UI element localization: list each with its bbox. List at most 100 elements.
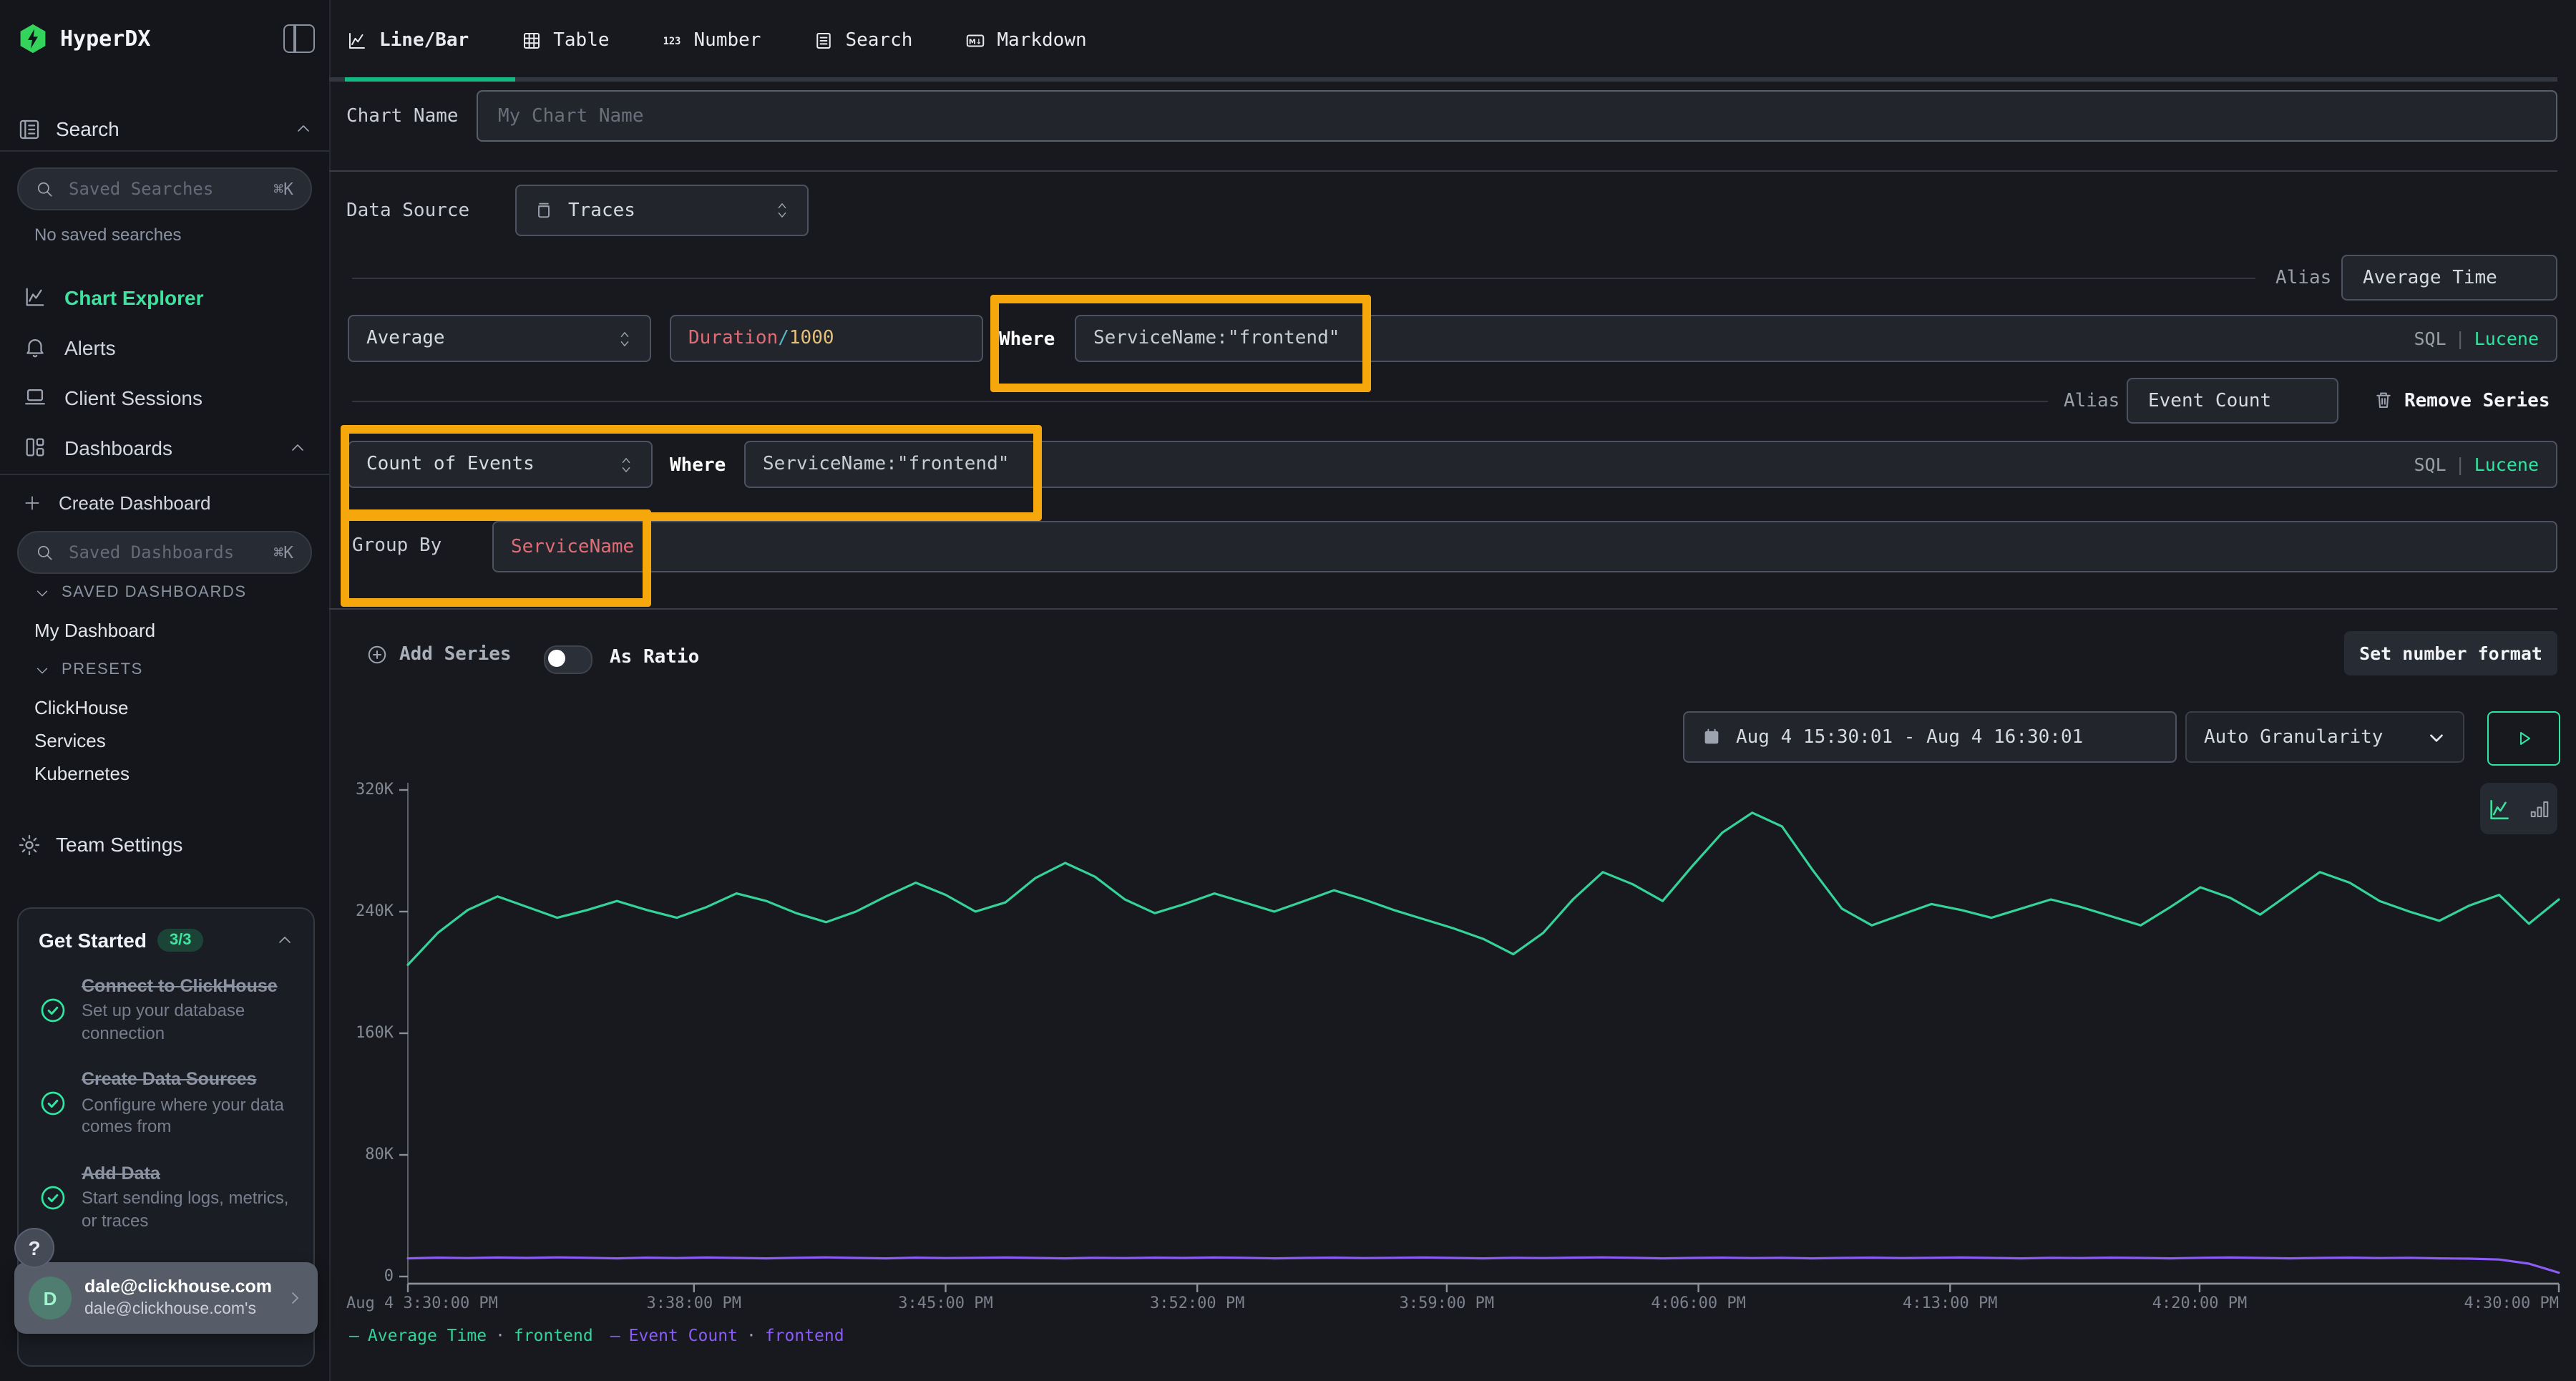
sidebar-item-clickhouse[interactable]: ClickHouse [34,697,129,718]
line-chart-icon[interactable] [2487,796,2512,821]
sidebar-item-team-settings[interactable]: Team Settings [17,827,312,862]
saved-searches-field[interactable] [66,177,263,200]
x-axis-label: 3:52:00 PM [1149,1294,1245,1312]
bar-chart-icon[interactable] [2529,798,2550,819]
group-by-value: ServiceName [511,536,635,557]
series1-alias-input[interactable] [2341,255,2557,301]
plus-icon [25,496,39,510]
series1-aggregation-value: Average [366,328,445,349]
series1-aggregation-select[interactable]: Average [348,315,651,362]
chart-display-toggle [2480,783,2557,834]
series2-alias-field[interactable] [2145,389,2320,413]
tab-line-bar[interactable]: Line/Bar [346,30,469,52]
series2-where-value: ServiceName:"frontend" [763,454,1010,475]
x-axis-label: Aug 4 3:30:00 PM [346,1294,498,1312]
chart-name-field[interactable] [495,104,2539,128]
user-email: dale@clickhouse.com [84,1277,272,1297]
no-saved-searches-note: No saved searches [34,225,182,245]
markdown-icon: M↓ [966,34,984,47]
series-line-average-time [406,811,2560,966]
time-range-input[interactable]: Aug 4 15:30:01 - Aug 4 16:30:01 [1683,711,2177,763]
series1-alias-field[interactable] [2360,265,2539,290]
series2-alias-input[interactable] [2127,378,2338,424]
user-card[interactable]: D dale@clickhouse.com dale@clickhouse.co… [14,1262,318,1334]
legend-item-average-time[interactable]: — Average Time · frontend [349,1325,593,1345]
sidebar-nav: Chart Explorer Alerts Client Sessions Dashb… [0,272,329,472]
help-button[interactable]: ? [14,1228,54,1268]
svg-text:M↓: M↓ [968,38,981,46]
avatar: D [29,1277,72,1319]
as-ratio-toggle[interactable] [544,645,592,674]
sql-toggle[interactable]: SQL [2414,328,2446,349]
lucene-toggle[interactable]: Lucene [2474,328,2539,349]
series2-aggregation-value: Count of Events [366,454,535,475]
dashboard-icon [26,438,44,457]
series2-where-input[interactable]: ServiceName:"frontend" SQL | Lucene [744,441,2557,488]
sidebar-item-client-sessions[interactable]: Client Sessions [0,372,329,422]
get-started-task-connect-to-clickhouse[interactable]: Connect to ClickHouse Set up your databa… [39,975,293,1045]
y-axis-label: 320K [356,780,394,799]
chart-plot[interactable] [399,774,2562,1298]
tab-number[interactable]: 123 Number [661,30,761,52]
lucene-toggle[interactable]: Lucene [2474,454,2539,475]
series1-where-value: ServiceName:"frontend" [1093,328,1340,349]
add-series-button[interactable]: Add Series [366,644,512,665]
get-started-badge: 3/3 [157,929,203,952]
tab-underline-active [345,77,515,82]
y-axis-label: 80K [365,1145,394,1163]
tab-search[interactable]: Search [812,30,912,52]
svg-text:123: 123 [663,36,680,47]
remove-series-button[interactable]: Remove Series [2404,391,2550,412]
plus-circle-icon [368,645,386,664]
group-by-label: Group By [352,535,442,557]
saved-dashboards-field[interactable] [66,541,263,564]
sidebar-item-services[interactable]: Services [34,730,106,751]
time-range-value: Aug 4 15:30:01 - Aug 4 16:30:01 [1736,726,2084,748]
sidebar-item-alerts[interactable]: Alerts [0,322,329,372]
get-started-task-add-data[interactable]: Add Data Start sending logs, metrics, or… [39,1162,293,1233]
saved-dashboards-input[interactable]: ⌘K [17,531,312,574]
data-source-select[interactable]: Traces [515,185,809,236]
tab-markdown[interactable]: M↓ Markdown [964,30,1087,52]
group-by-input[interactable]: ServiceName [492,521,2557,572]
tab-table[interactable]: Table [520,30,610,52]
saved-searches-input[interactable]: ⌘K [17,167,312,210]
gear-icon [19,834,40,855]
data-source-value: Traces [568,200,635,221]
series1-where-input[interactable]: ServiceName:"frontend" SQL | Lucene [1075,315,2557,362]
chevron-down-icon [2430,733,2443,741]
chevron-up-down-icon [778,203,786,218]
saved-dashboards-caption[interactable]: SAVED DASHBOARDS [34,584,247,601]
run-query-button[interactable] [2487,711,2560,766]
divider [0,150,329,152]
sidebar-item-kubernetes[interactable]: Kubernetes [34,763,130,784]
chevron-down-icon [36,590,48,596]
y-axis-label: 0 [384,1267,394,1285]
chevron-up-icon [298,125,309,132]
sidebar-item-my-dashboard[interactable]: My Dashboard [34,620,156,641]
presets-caption[interactable]: PRESETS [34,661,143,678]
series1-field-expression: Duration/1000 [688,328,834,349]
granularity-select[interactable]: Auto Granularity [2185,711,2464,763]
series2-aggregation-select[interactable]: Count of Events [348,441,653,488]
trash-icon[interactable] [2373,389,2394,411]
sql-toggle[interactable]: SQL [2414,454,2446,475]
legend-item-event-count[interactable]: — Event Count · frontend [610,1325,844,1345]
sidebar-collapse-icon[interactable] [283,24,315,53]
sidebar-item-chart-explorer[interactable]: Chart Explorer [0,272,329,322]
create-dashboard-button[interactable]: Create Dashboard [0,478,329,528]
number-icon: 123 [663,36,680,47]
series-line-event-count [406,1256,2560,1274]
set-number-format-button[interactable]: Set number format [2344,631,2557,675]
search-icon [37,545,52,560]
data-source-label: Data Source [346,200,470,222]
search-icon [37,181,52,196]
sidebar-item-search[interactable]: Search [17,112,312,146]
chevron-up-icon [292,444,303,450]
get-started-task-create-data-sources[interactable]: Create Data Sources Configure where your… [39,1068,293,1139]
chevron-up-icon[interactable] [276,932,293,949]
series1-field-input[interactable]: Duration/1000 [670,315,983,362]
chart-name-input[interactable] [477,90,2557,142]
sidebar-item-dashboards[interactable]: Dashboards [0,422,329,472]
